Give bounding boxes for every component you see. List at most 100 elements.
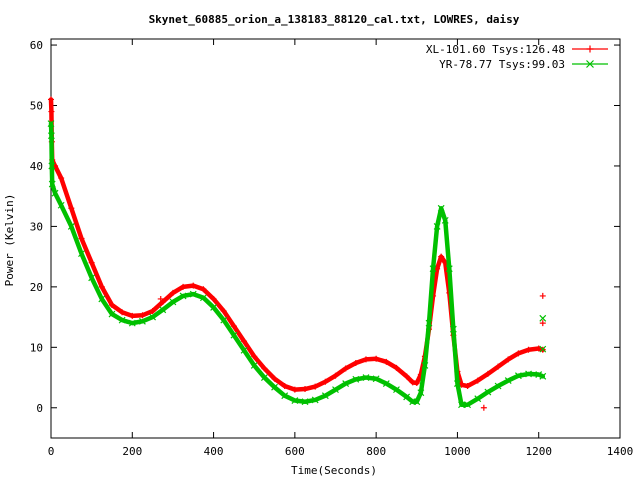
data-point [352,375,360,383]
data-point [149,313,157,321]
data-point [271,383,278,391]
x-tick-label: 1200 [525,445,552,458]
data-point [118,316,126,324]
data-point [68,205,75,212]
data-point [250,362,258,369]
y-tick-label: 50 [30,100,43,113]
data-point [189,290,197,298]
data-point [78,250,85,258]
x-tick-label: 200 [122,445,142,458]
data-point [352,360,359,367]
data-point [312,383,319,390]
outlier-points [157,292,547,411]
data-point [210,303,217,311]
x-axis-label: Time(Seconds) [291,464,377,477]
data-point [342,380,350,388]
data-point [291,397,299,404]
x-tick-label: 1400 [607,445,634,458]
series-layer [47,96,547,411]
data-point [433,222,441,230]
axes-group: 0 200 400 600 800 1000 1200 1400 0 10 20 30 40 50 60 [30,38,634,458]
chart-title: Skynet_60885_orion_a_138183_88120_cal.tx… [149,13,520,26]
data-point [261,365,268,372]
data-point [311,396,319,404]
data-point [271,375,278,382]
data-point [230,331,238,339]
series-line [48,121,546,407]
data-point [539,345,547,353]
data-point [403,393,411,401]
data-point [372,375,380,383]
data-point [413,398,421,406]
data-point [260,374,268,381]
data-point [417,389,425,397]
data-point [302,386,309,393]
data-point [179,292,187,300]
data-point [332,386,339,394]
data-point [413,379,420,386]
data-point [78,235,85,242]
data-point [149,308,156,315]
data-point [139,317,146,325]
data-point [108,310,116,318]
data-point [535,345,542,352]
data-point [409,379,416,386]
data-point [159,306,167,314]
data-point [128,319,136,327]
data-point [454,380,461,388]
data-point [241,338,248,345]
data-point [180,283,187,290]
y-tick-label: 20 [30,281,43,294]
x-tick-label: 400 [204,445,224,458]
data-point [464,383,471,390]
data-point [88,259,95,266]
data-point [445,265,453,273]
series-2 [47,120,547,409]
data-point [449,325,457,333]
data-point [515,350,522,357]
data-point [301,398,309,406]
data-point [539,320,546,327]
x-tick-label: 800 [366,445,386,458]
data-point [321,392,329,400]
y-tick-label: 40 [30,160,43,173]
y-tick-label: 30 [30,220,43,233]
data-point [48,180,56,188]
data-point [525,370,532,378]
data-point [383,358,390,365]
data-point [88,274,96,282]
x-tick-label: 600 [285,445,305,458]
data-point [437,204,445,212]
data-point [505,356,512,363]
legend-label: XL-101.60 Tsys:126.48 [426,43,565,56]
data-point [332,372,339,379]
data-point [230,323,237,330]
data-point [421,362,429,369]
data-point [67,222,75,230]
data-point [129,312,136,319]
x-tick-label: 0 [48,445,55,458]
data-point [441,216,449,224]
data-point [438,253,445,260]
data-point [169,289,176,296]
data-point [108,302,115,308]
data-point [458,401,465,409]
data-point [539,372,547,380]
data-point [251,353,258,360]
data-point [322,378,329,385]
data-point [51,189,59,197]
data-point [393,386,400,394]
data-point [157,295,164,302]
data-point [58,175,65,182]
legend-label: YR-78.77 Tsys:99.03 [439,58,565,71]
data-point [159,298,166,305]
data-point [48,96,54,103]
data-point [525,346,532,353]
data-point [47,132,55,140]
data-point [119,309,126,316]
data-point [403,373,410,380]
data-point [362,356,369,363]
data-point [210,295,217,302]
